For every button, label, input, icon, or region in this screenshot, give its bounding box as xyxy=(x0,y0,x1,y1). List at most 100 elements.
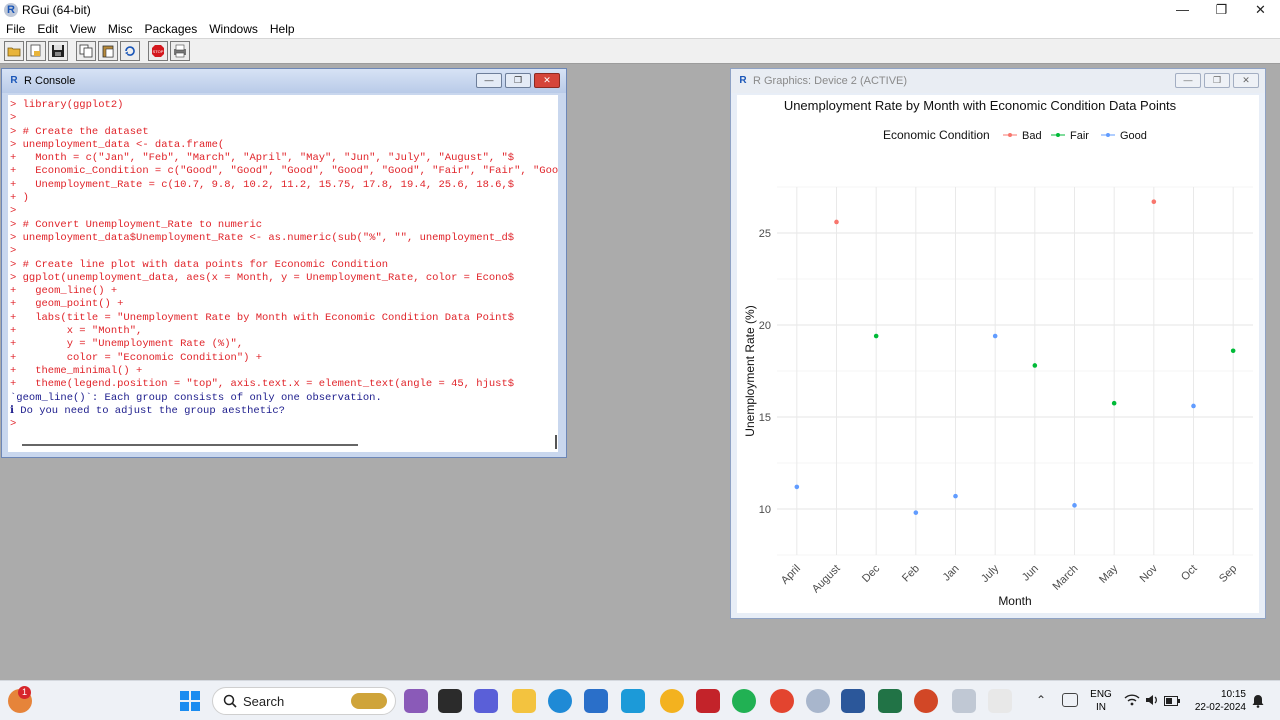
restore-icon[interactable]: ❐ xyxy=(505,73,531,88)
battery-icon[interactable] xyxy=(1164,695,1180,709)
notification-bell-icon[interactable] xyxy=(1252,694,1264,711)
whatsapp-icon[interactable] xyxy=(732,689,756,713)
y-tick-label: 15 xyxy=(759,412,771,424)
data-point-good xyxy=(1191,403,1196,409)
x-tick-label: August xyxy=(810,563,843,596)
minimize-icon[interactable]: — xyxy=(1175,73,1201,88)
python-icon[interactable] xyxy=(660,689,684,713)
x-tick-label: Nov xyxy=(1138,562,1161,585)
volume-icon[interactable] xyxy=(1145,694,1159,709)
clock-time: 10:15 xyxy=(1220,689,1246,700)
data-point-fair xyxy=(1032,363,1038,368)
windows-start-icon[interactable] xyxy=(178,689,202,713)
rstudio-icon[interactable] xyxy=(806,689,830,713)
file-explorer-icon[interactable] xyxy=(512,689,536,713)
legend-key-point xyxy=(1008,133,1012,137)
copy-paste-icon[interactable] xyxy=(120,41,140,61)
rgui-taskbar-icon[interactable] xyxy=(952,689,976,713)
data-point-fair xyxy=(873,333,879,339)
restore-icon[interactable]: ❐ xyxy=(1204,73,1230,88)
close-icon[interactable]: ✕ xyxy=(534,73,560,88)
y-tick-label: 10 xyxy=(759,504,771,516)
r-console-title: R Console xyxy=(24,75,76,87)
vertical-scrollbar[interactable] xyxy=(555,435,557,449)
chat-icon[interactable] xyxy=(474,689,498,713)
search-icon xyxy=(223,694,237,708)
word-icon[interactable] xyxy=(841,689,865,713)
console-line: > # Convert Unemployment_Rate to numeric xyxy=(10,218,263,231)
legend-title: Economic Condition xyxy=(883,128,990,142)
data-point-fair xyxy=(1230,348,1236,354)
open-script-icon[interactable] xyxy=(4,41,24,61)
console-line: > xyxy=(10,418,23,431)
powerpoint-icon[interactable] xyxy=(914,689,938,713)
x-tick-label: Dec xyxy=(860,562,883,585)
legend-label: Bad xyxy=(1022,130,1042,142)
console-line: > unemployment_data <- data.frame( xyxy=(10,138,225,151)
y-axis-label: Unemployment Rate (%) xyxy=(743,305,757,436)
data-point-good xyxy=(913,510,919,515)
menu-packages[interactable]: Packages xyxy=(144,22,198,36)
data-point-bad xyxy=(1151,199,1157,205)
x-tick-label: March xyxy=(1051,563,1081,593)
graphics-title: R Graphics: Device 2 (ACTIVE) xyxy=(753,75,908,87)
task-view-icon[interactable] xyxy=(438,689,462,713)
wifi-icon[interactable] xyxy=(1124,694,1140,709)
close-icon[interactable]: ✕ xyxy=(1233,73,1259,88)
teams-icon[interactable] xyxy=(404,689,428,713)
search-placeholder: Search xyxy=(243,693,285,709)
network-cloud-icon[interactable] xyxy=(1062,693,1078,707)
stop-icon[interactable]: STOP xyxy=(148,41,168,61)
app-title-bar: R RGui (64-bit) — ❐ ✕ xyxy=(0,0,1280,20)
x-tick-label: April xyxy=(779,563,803,587)
store-icon[interactable] xyxy=(584,689,608,713)
console-line: + geom_line() + xyxy=(10,285,118,298)
snipping-tool-icon[interactable] xyxy=(988,689,1012,713)
chrome-icon[interactable] xyxy=(770,689,794,713)
console-line: > xyxy=(10,205,17,218)
mcafee-icon[interactable] xyxy=(696,689,720,713)
edge-browser-icon[interactable] xyxy=(548,689,572,713)
horizontal-scrollbar[interactable] xyxy=(22,444,358,446)
graphics-title-bar[interactable]: R R Graphics: Device 2 (ACTIVE) — ❐ ✕ xyxy=(731,69,1265,93)
minimize-icon[interactable]: — xyxy=(476,73,502,88)
console-line: + x = "Month", xyxy=(10,325,143,338)
console-output[interactable]: > library(ggplot2) > > # Create the datase… xyxy=(8,95,558,452)
save-icon[interactable] xyxy=(48,41,68,61)
menu-help[interactable]: Help xyxy=(269,22,295,36)
menu-misc[interactable]: Misc xyxy=(107,22,133,36)
excel-icon[interactable] xyxy=(878,689,902,713)
load-workspace-icon[interactable] xyxy=(26,41,46,61)
console-window-controls: — ❐ ✕ xyxy=(473,73,560,88)
console-line: > ggplot(unemployment_data, aes(x = Mont… xyxy=(10,271,515,284)
print-icon[interactable] xyxy=(170,41,190,61)
menu-windows[interactable]: Windows xyxy=(209,22,258,36)
language-code: ENG xyxy=(1090,689,1112,700)
maximize-icon[interactable]: ❐ xyxy=(1215,2,1228,17)
console-lines: > library(ggplot2) > > # Create the datase… xyxy=(10,99,558,431)
menu-edit[interactable]: Edit xyxy=(37,22,59,36)
search-highlight-icon xyxy=(351,693,387,709)
minimize-icon[interactable]: — xyxy=(1176,2,1189,17)
mysql-icon[interactable] xyxy=(621,689,645,713)
chevron-up-icon[interactable]: ⌃ xyxy=(1036,693,1047,707)
console-line: > xyxy=(10,245,17,258)
taskbar-search-box[interactable]: Search xyxy=(212,687,396,715)
menu-file[interactable]: File xyxy=(6,22,26,36)
language-indicator[interactable]: ENG IN xyxy=(1090,688,1112,714)
menu-view[interactable]: View xyxy=(70,22,96,36)
copy-icon[interactable] xyxy=(76,41,96,61)
x-tick-label: Jun xyxy=(1020,563,1041,584)
console-line: > xyxy=(10,112,17,125)
legend-key-point xyxy=(1106,133,1110,137)
system-clock[interactable]: 10:15 22-02-2024 xyxy=(1190,688,1246,714)
x-tick-label: May xyxy=(1097,562,1121,586)
close-icon[interactable]: ✕ xyxy=(1255,2,1266,17)
r-console-title-bar[interactable]: R R Console — ❐ ✕ xyxy=(2,69,566,93)
clock-date: 22-02-2024 xyxy=(1194,702,1246,713)
r-graphics-window: R R Graphics: Device 2 (ACTIVE) — ❐ ✕ Un… xyxy=(730,68,1266,619)
y-tick-label: 25 xyxy=(759,228,771,240)
paste-icon[interactable] xyxy=(98,41,118,61)
console-line: + Economic_Condition = c("Good", "Good",… xyxy=(10,165,558,178)
console-line: > # Create the dataset xyxy=(10,125,149,138)
